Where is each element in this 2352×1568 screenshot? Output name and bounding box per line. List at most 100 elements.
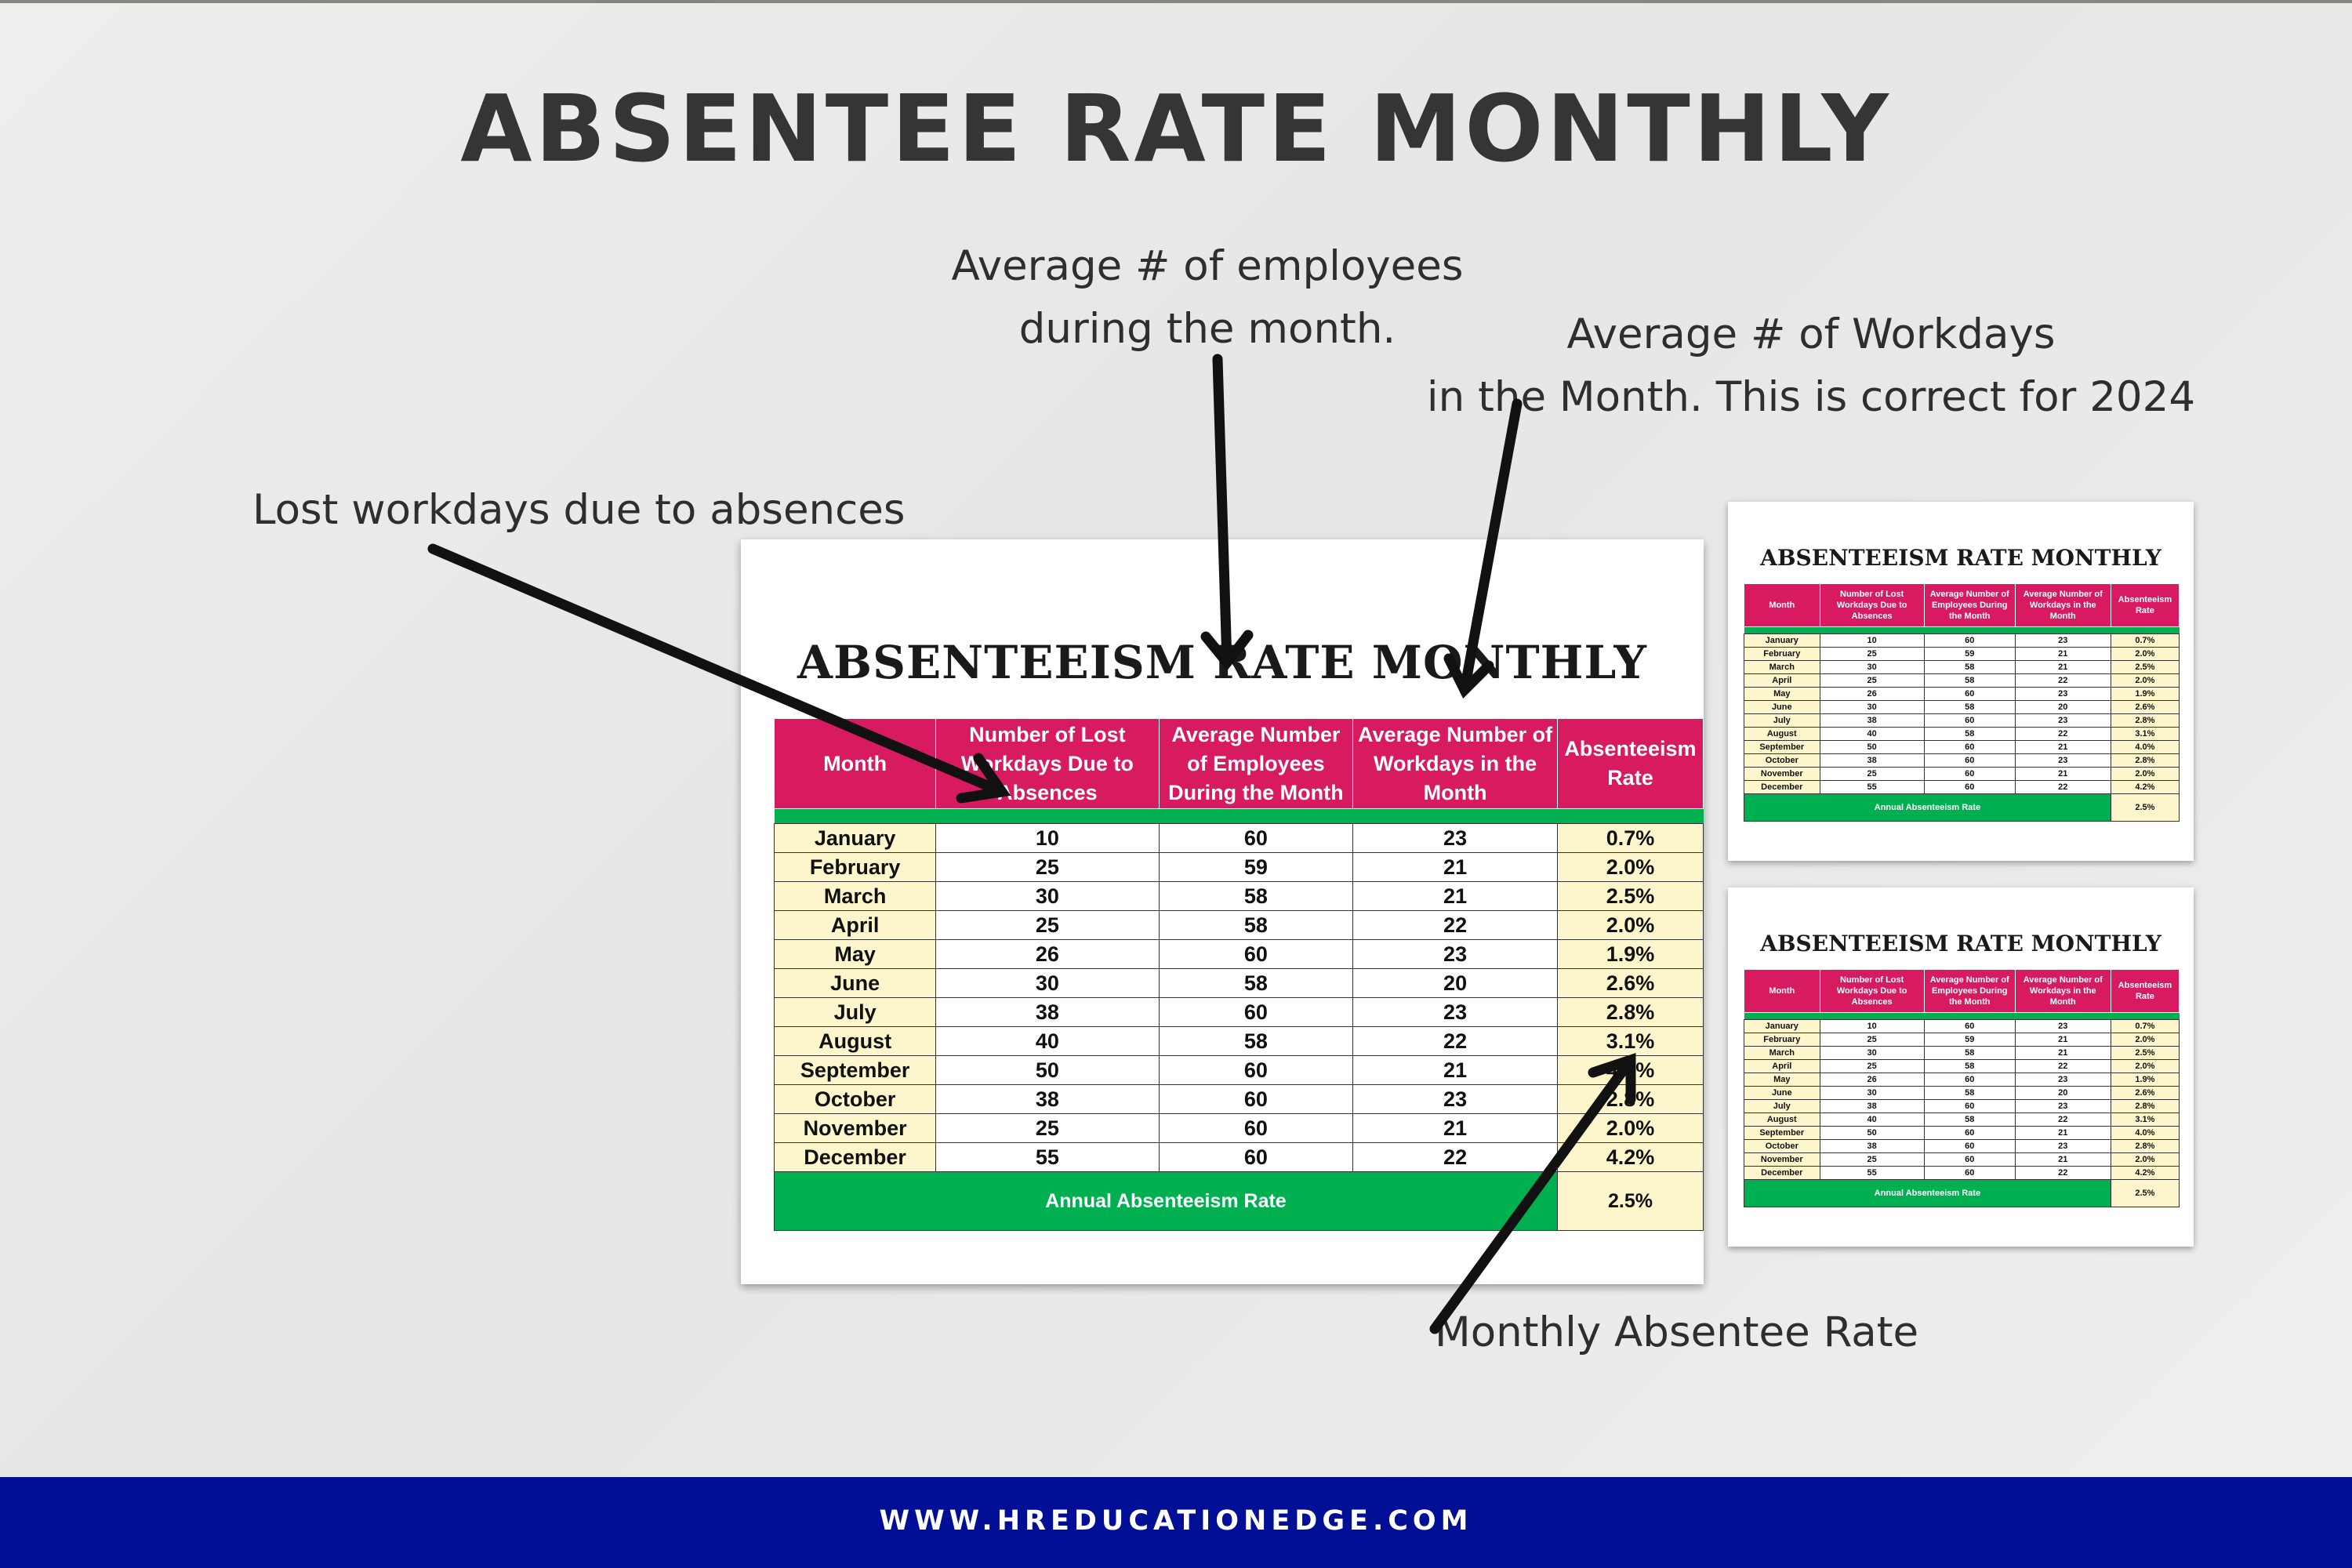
header-lost-workdays: Number of Lost Workdays Due to Absences <box>1819 583 1925 627</box>
cell-month: September <box>773 1055 937 1085</box>
cell-avg-employees: 60 <box>1158 939 1354 969</box>
table-row: May 26 60 23 1.9% <box>773 939 1704 969</box>
table-row: February 25 59 21 2.0% <box>773 852 1704 882</box>
header-month: Month <box>1744 583 1820 627</box>
table-row: April 25 58 22 2.0% <box>1744 1059 2180 1073</box>
cell-absenteeism-rate: 2.8% <box>1556 997 1704 1027</box>
annotation-workdays-line1: Average # of Workdays <box>1566 310 2056 358</box>
cell-avg-workdays: 21 <box>1352 881 1558 911</box>
cell-avg-workdays: 21 <box>1352 852 1558 882</box>
table-row: July 38 60 23 2.8% <box>1744 713 2180 728</box>
table-row: May 26 60 23 1.9% <box>1744 1073 2180 1087</box>
cell-lost-workdays: 55 <box>935 1142 1160 1172</box>
table-row: February 25 59 21 2.0% <box>1744 1033 2180 1047</box>
cell-avg-workdays: 23 <box>1352 1084 1558 1114</box>
cell-absenteeism-rate: 1.9% <box>2110 1073 2180 1087</box>
cell-lost-workdays: 50 <box>935 1055 1160 1085</box>
annual-value: 2.5% <box>2110 793 2180 822</box>
main-spreadsheet: ABSENTEEISM RATE MONTHLY Month Number of… <box>741 539 1704 1284</box>
cell-lost-workdays: 40 <box>935 1026 1160 1056</box>
table-row: August 40 58 22 3.1% <box>1744 727 2180 741</box>
cell-avg-employees: 60 <box>1923 740 2016 754</box>
cell-month: August <box>773 1026 937 1056</box>
cell-avg-workdays: 23 <box>1352 939 1558 969</box>
cell-month: September <box>1744 1126 1820 1140</box>
cell-month: June <box>1744 700 1820 714</box>
cell-month: July <box>773 997 937 1027</box>
cell-avg-employees: 59 <box>1158 852 1354 882</box>
cell-absenteeism-rate: 2.0% <box>2110 1059 2180 1073</box>
table-row: March 30 58 21 2.5% <box>1744 660 2180 674</box>
cell-avg-employees: 58 <box>1158 1026 1354 1056</box>
header-avg-employees: Average Number of Employees During the M… <box>1923 583 2016 627</box>
cell-month: April <box>773 910 937 940</box>
cell-absenteeism-rate: 2.8% <box>2110 713 2180 728</box>
cell-absenteeism-rate: 2.0% <box>2110 647 2180 661</box>
cell-absenteeism-rate: 0.7% <box>2110 1019 2180 1033</box>
cell-avg-employees: 58 <box>1923 1046 2016 1060</box>
header-avg-employees: Average Number of Employees During the M… <box>1158 718 1354 809</box>
table-row: April 25 58 22 2.0% <box>773 910 1704 940</box>
cell-avg-workdays: 23 <box>2014 633 2111 648</box>
cell-month: November <box>1744 767 1820 781</box>
cell-lost-workdays: 38 <box>935 1084 1160 1114</box>
annotation-workdays: Average # of Workdays in the Month. This… <box>1380 303 2242 429</box>
cell-month: December <box>1744 780 1820 794</box>
green-band <box>1744 1012 2180 1020</box>
green-band-cell <box>774 808 1704 824</box>
green-band-cell <box>1744 626 2180 634</box>
thumb-table: Month Number of Lost Workdays Due to Abs… <box>1744 583 2180 822</box>
table-row: December 55 60 22 4.2% <box>1744 780 2180 794</box>
cell-month: March <box>1744 1046 1820 1060</box>
thumbnail-preview-2: ABSENTEEISM RATE MONTHLY Month Number of… <box>1728 887 2194 1247</box>
annotation-employees-line2: during the month. <box>1018 305 1396 353</box>
arrow-lost-workdays <box>427 543 1011 804</box>
annual-row: Annual Absenteeism Rate 2.5% <box>1744 1179 2180 1207</box>
table-row: August 40 58 22 3.1% <box>773 1026 1704 1056</box>
annotation-workdays-line2: in the Month. This is correct for 2024 <box>1426 373 2196 421</box>
cell-lost-workdays: 25 <box>935 852 1160 882</box>
annual-row: Annual Absenteeism Rate 2.5% <box>1744 793 2180 822</box>
cell-lost-workdays: 25 <box>1819 647 1925 661</box>
table-row: January 10 60 23 0.7% <box>1744 633 2180 648</box>
thumbnail-preview-1: ABSENTEEISM RATE MONTHLY Month Number of… <box>1728 502 2194 861</box>
annotation-monthly-rate: Monthly Absentee Rate <box>1435 1308 1919 1356</box>
cell-lost-workdays: 55 <box>1819 780 1925 794</box>
cell-absenteeism-rate: 2.5% <box>1556 881 1704 911</box>
cell-month: February <box>773 852 937 882</box>
table-row: October 38 60 23 2.8% <box>773 1084 1704 1114</box>
cell-avg-employees: 60 <box>1158 1084 1354 1114</box>
table-row: January 10 60 23 0.7% <box>1744 1019 2180 1033</box>
cell-avg-employees: 60 <box>1158 997 1354 1027</box>
annual-row: Annual Absenteeism Rate 2.5% <box>774 1171 1704 1231</box>
cell-month: August <box>1744 1112 1820 1127</box>
cell-avg-workdays: 20 <box>1352 968 1558 998</box>
header-avg-workdays: Average Number of Workdays in the Month <box>1352 718 1558 809</box>
cell-absenteeism-rate: 4.2% <box>1556 1142 1704 1172</box>
table-row: June 30 58 20 2.6% <box>1744 1086 2180 1100</box>
table-body: January 10 60 23 0.7% February 25 59 21 2.0% March… <box>773 808 1704 1231</box>
header-avg-workdays: Average Number of Workdays in the Month <box>2014 969 2111 1013</box>
header-lost-workdays: Number of Lost Workdays Due to Absences <box>1819 969 1925 1013</box>
cell-absenteeism-rate: 2.0% <box>2110 1033 2180 1047</box>
cell-month: July <box>1744 1099 1820 1113</box>
cell-month: April <box>1744 673 1820 688</box>
cell-lost-workdays: 30 <box>935 968 1160 998</box>
cell-lost-workdays: 26 <box>1819 1073 1925 1087</box>
cell-month: February <box>1744 647 1820 661</box>
table-row: December 55 60 22 4.2% <box>1744 1166 2180 1180</box>
annual-label: Annual Absenteeism Rate <box>1744 1179 2111 1207</box>
arrow-avg-employees <box>1200 354 1254 671</box>
header-avg-employees: Average Number of Employees During the M… <box>1923 969 2016 1013</box>
table-row: September 50 60 21 4.0% <box>1744 1126 2180 1140</box>
header-absenteeism-rate: Absenteeism Rate <box>1556 718 1704 809</box>
header-lost-workdays: Number of Lost Workdays Due to Absences <box>935 718 1160 809</box>
table-row: March 30 58 21 2.5% <box>773 881 1704 911</box>
thumb-title: ABSENTEEISM RATE MONTHLY <box>1760 931 2161 956</box>
cell-month: July <box>1744 713 1820 728</box>
table-row: July 38 60 23 2.8% <box>1744 1099 2180 1113</box>
cell-avg-employees: 60 <box>1923 753 2016 768</box>
absenteeism-table: Month Number of Lost Workdays Due to Abs… <box>773 718 1704 1231</box>
cell-avg-workdays: 23 <box>1352 823 1558 853</box>
annual-value: 2.5% <box>1556 1171 1704 1231</box>
